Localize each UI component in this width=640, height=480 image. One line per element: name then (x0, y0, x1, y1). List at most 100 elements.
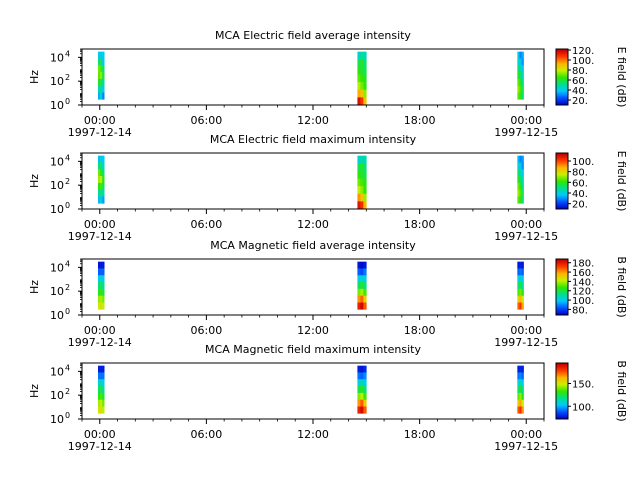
colorbar-swatch (556, 89, 568, 91)
y-axis-label: Hz (28, 70, 41, 84)
colorbar-swatch (556, 93, 568, 95)
heatmap-cell (100, 261, 103, 269)
heatmap-cell (360, 392, 364, 400)
heatmap-cell (521, 65, 524, 73)
colorbar-swatch (556, 205, 568, 207)
colorbar-swatch (556, 98, 568, 100)
colorbar-swatch (556, 265, 568, 267)
heatmap-cell (360, 295, 364, 303)
segment-1 (97, 51, 105, 100)
colorbar-swatch (556, 293, 568, 295)
heatmap-cell (521, 386, 524, 394)
colorbar-swatch (556, 162, 568, 164)
heatmap-cell (357, 178, 361, 187)
heatmap-cell (519, 58, 522, 66)
heatmap-cell (521, 288, 524, 296)
colorbar-swatch (556, 302, 568, 304)
colorbar-swatch (556, 103, 568, 105)
heatmap-cell (360, 399, 364, 407)
colorbar-swatch (556, 94, 568, 96)
heatmap-cell (357, 186, 361, 195)
heatmap-cell (521, 72, 524, 80)
heatmap-cell (521, 182, 524, 190)
heatmap-cell (517, 155, 520, 163)
plot-area (81, 362, 545, 420)
colorbar-swatch (556, 60, 568, 62)
colorbar-swatch (556, 168, 568, 170)
heatmap-cell (360, 186, 364, 195)
colorbar-swatch (556, 286, 568, 288)
colorbar-swatch (556, 194, 568, 196)
heatmap-cell (97, 176, 101, 184)
colorbar-swatch (556, 190, 568, 192)
colorbar-swatch (556, 204, 568, 206)
colorbar-tick-label: 100. (572, 56, 594, 67)
heatmap-cell (100, 399, 103, 407)
heatmap-cell (102, 72, 105, 80)
colorbar-swatch (556, 56, 568, 58)
heatmap-cell (100, 51, 103, 59)
heatmap-cell (521, 282, 524, 290)
colorbar-swatch (556, 161, 568, 163)
colorbar-swatch (556, 50, 568, 52)
heatmap-cell (360, 372, 364, 380)
heatmap-cell (521, 406, 524, 414)
colorbar-swatch (556, 309, 568, 311)
heatmap-cell (102, 85, 105, 93)
heatmap-cell (363, 288, 367, 296)
colorbar-swatch (556, 401, 568, 403)
panel-title: MCA Electric field average intensity (215, 29, 411, 42)
panel-title: MCA Electric field maximum intensity (210, 133, 417, 146)
panel-title: MCA Magnetic field maximum intensity (205, 343, 421, 356)
colorbar-label: B field (dB) (615, 360, 628, 421)
colorbar-swatch (556, 307, 568, 309)
heatmap-cell (521, 399, 524, 407)
colorbar-swatch (556, 299, 568, 301)
colorbar-swatch (556, 291, 568, 293)
heatmap-cell (517, 399, 520, 407)
colorbar-swatch (556, 181, 568, 183)
heatmap-cell (517, 282, 520, 290)
heatmap-cell (100, 72, 103, 80)
heatmap-cell (517, 72, 520, 80)
heatmap-cell (519, 295, 522, 303)
colorbar-swatch (556, 193, 568, 195)
y-tick-base: 10 (50, 75, 64, 88)
colorbar-swatch (556, 81, 568, 83)
colorbar-swatch (556, 373, 568, 375)
colorbar-swatch (556, 390, 568, 392)
heatmap-cell (102, 196, 105, 204)
colorbar-swatch (556, 262, 568, 264)
colorbar-swatch (556, 61, 568, 63)
heatmap-cell (102, 176, 105, 184)
heatmap-cell (357, 275, 361, 283)
colorbar-swatch (556, 51, 568, 53)
colorbar-swatch (556, 415, 568, 417)
colorbar-swatch (556, 398, 568, 400)
heatmap-cell (521, 302, 524, 310)
heatmap-cell (102, 162, 105, 170)
y-tick-label: 10 (50, 179, 64, 192)
x-tick-label: 00:00 (84, 218, 116, 231)
colorbar-swatch (556, 179, 568, 181)
heatmap-cell (102, 406, 105, 414)
heatmap-cell (357, 59, 361, 68)
heatmap-cell (363, 365, 367, 373)
colorbar-swatch (556, 372, 568, 374)
colorbar-swatch (556, 160, 568, 162)
colorbar-swatch (556, 88, 568, 90)
heatmap-cell (357, 155, 361, 164)
heatmap-cell (102, 78, 105, 86)
heatmap-cell (97, 72, 101, 80)
heatmap-cell (519, 392, 522, 400)
heatmap-cell (102, 182, 105, 190)
colorbar-swatch (556, 101, 568, 103)
colorbar-swatch (556, 271, 568, 273)
colorbar-swatch (556, 96, 568, 98)
y-tick-exponent: 0 (65, 411, 70, 420)
heatmap-cell (97, 51, 101, 59)
colorbar-swatch (556, 82, 568, 84)
colorbar-swatch (556, 76, 568, 78)
colorbar-swatch (556, 175, 568, 177)
colorbar-swatch (556, 155, 568, 157)
